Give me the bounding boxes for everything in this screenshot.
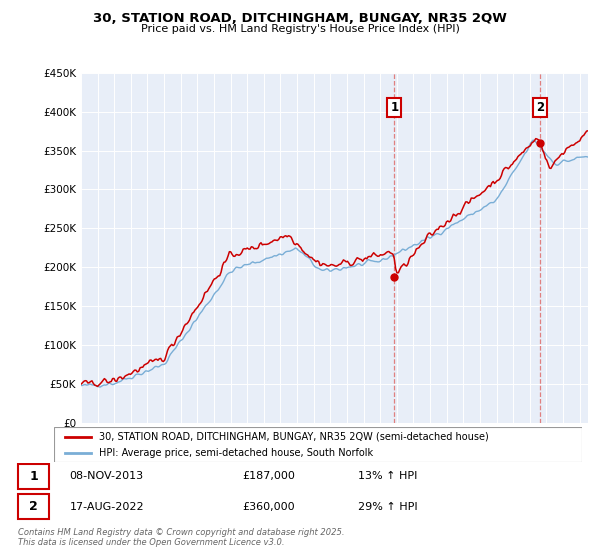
Text: 1: 1	[390, 101, 398, 114]
Bar	[18, 464, 49, 489]
Text: 13% ↑ HPI: 13% ↑ HPI	[358, 472, 417, 482]
Text: 2: 2	[29, 500, 38, 513]
Text: Price paid vs. HM Land Registry's House Price Index (HPI): Price paid vs. HM Land Registry's House …	[140, 24, 460, 34]
Text: HPI: Average price, semi-detached house, South Norfolk: HPI: Average price, semi-detached house,…	[99, 447, 373, 458]
Text: 2: 2	[536, 101, 544, 114]
Text: 30, STATION ROAD, DITCHINGHAM, BUNGAY, NR35 2QW: 30, STATION ROAD, DITCHINGHAM, BUNGAY, N…	[93, 12, 507, 25]
Text: 29% ↑ HPI: 29% ↑ HPI	[358, 502, 417, 512]
Text: 30, STATION ROAD, DITCHINGHAM, BUNGAY, NR35 2QW (semi-detached house): 30, STATION ROAD, DITCHINGHAM, BUNGAY, N…	[99, 432, 488, 442]
Bar	[18, 494, 49, 519]
Text: £187,000: £187,000	[242, 472, 295, 482]
Text: 1: 1	[29, 470, 38, 483]
Text: Contains HM Land Registry data © Crown copyright and database right 2025.
This d: Contains HM Land Registry data © Crown c…	[18, 528, 344, 547]
Text: £360,000: £360,000	[242, 502, 295, 512]
Text: 17-AUG-2022: 17-AUG-2022	[70, 502, 144, 512]
Text: 08-NOV-2013: 08-NOV-2013	[70, 472, 144, 482]
